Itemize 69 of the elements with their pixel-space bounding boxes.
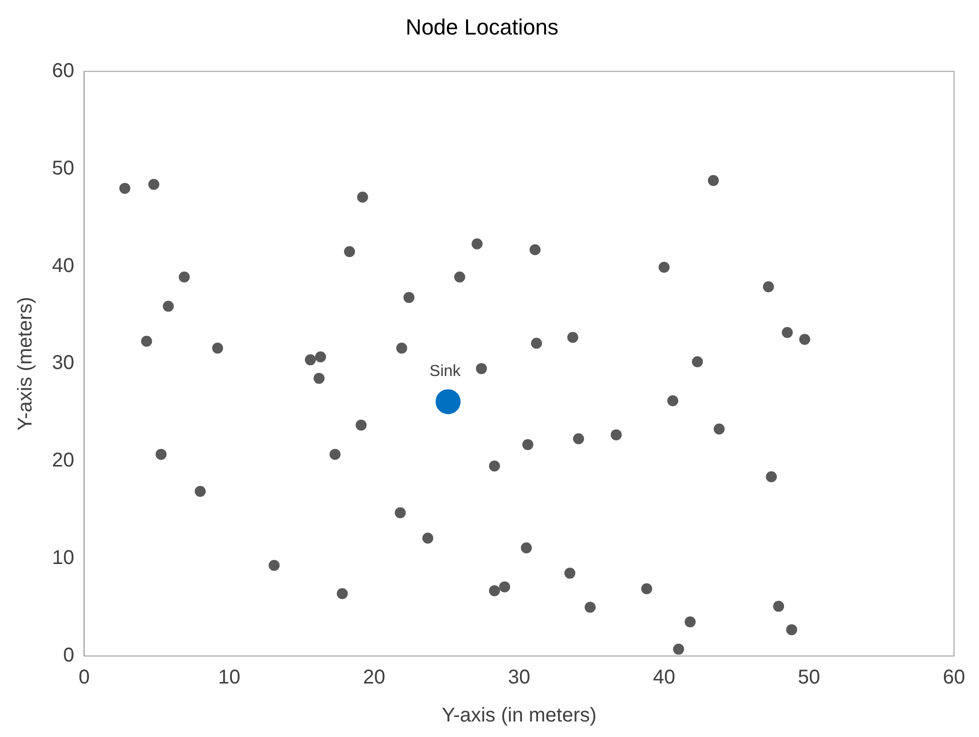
point [336,588,348,600]
point [488,460,500,472]
y-tick-label: 60 [52,60,74,82]
point [314,372,325,384]
point [403,292,414,303]
point [799,334,810,345]
point [315,351,326,362]
point [714,423,725,434]
point [156,448,167,460]
point [786,624,798,636]
point [148,178,160,190]
point [396,342,408,354]
x-tick-label: 50 [798,666,820,689]
x-tick-label: 30 [508,666,530,689]
point [194,486,206,497]
point [641,583,652,594]
point [762,281,774,292]
point [708,175,719,186]
point [499,581,510,592]
point [673,644,684,655]
point [268,560,280,571]
point [212,342,224,354]
y-tick-label: 20 [52,450,74,472]
point [667,395,678,406]
point [141,336,152,347]
point [476,363,487,374]
y-tick-label: 40 [52,254,74,277]
chart-title: Node Locations [406,14,558,40]
x-tick-label: 40 [652,666,676,689]
point [564,568,576,579]
point [567,332,578,343]
point [394,507,406,518]
point [766,471,777,482]
y-tick-label: 50 [52,157,74,180]
x-tick-label: 0 [78,666,90,689]
point [684,616,696,628]
point [454,271,466,282]
point [610,429,622,440]
point [520,542,532,554]
point [472,238,483,250]
x-axis-title: Y-axis (in meters) [442,704,597,727]
point [530,244,541,256]
point [178,271,190,282]
y-tick-label: 10 [52,547,74,570]
point [330,448,341,460]
x-tick-label: 10 [218,666,240,689]
point [531,338,542,349]
point [422,532,434,544]
y-tick-label: 30 [52,352,74,374]
y-tick-label: 0 [63,644,74,667]
point [119,182,130,194]
point [692,356,703,368]
point [488,585,500,596]
point [356,420,367,431]
x-tick-label: 60 [942,666,966,689]
point [304,354,316,366]
point [573,433,584,444]
series-label: Sink [430,363,462,380]
point [436,389,461,414]
point [658,262,670,273]
point [584,602,596,613]
point [357,192,368,203]
point [782,327,793,338]
y-axis-title: Y-axis (meters) [14,296,37,431]
point [162,300,174,312]
point [773,600,784,612]
point [522,439,534,450]
point [344,246,356,258]
x-tick-label: 20 [363,666,386,689]
